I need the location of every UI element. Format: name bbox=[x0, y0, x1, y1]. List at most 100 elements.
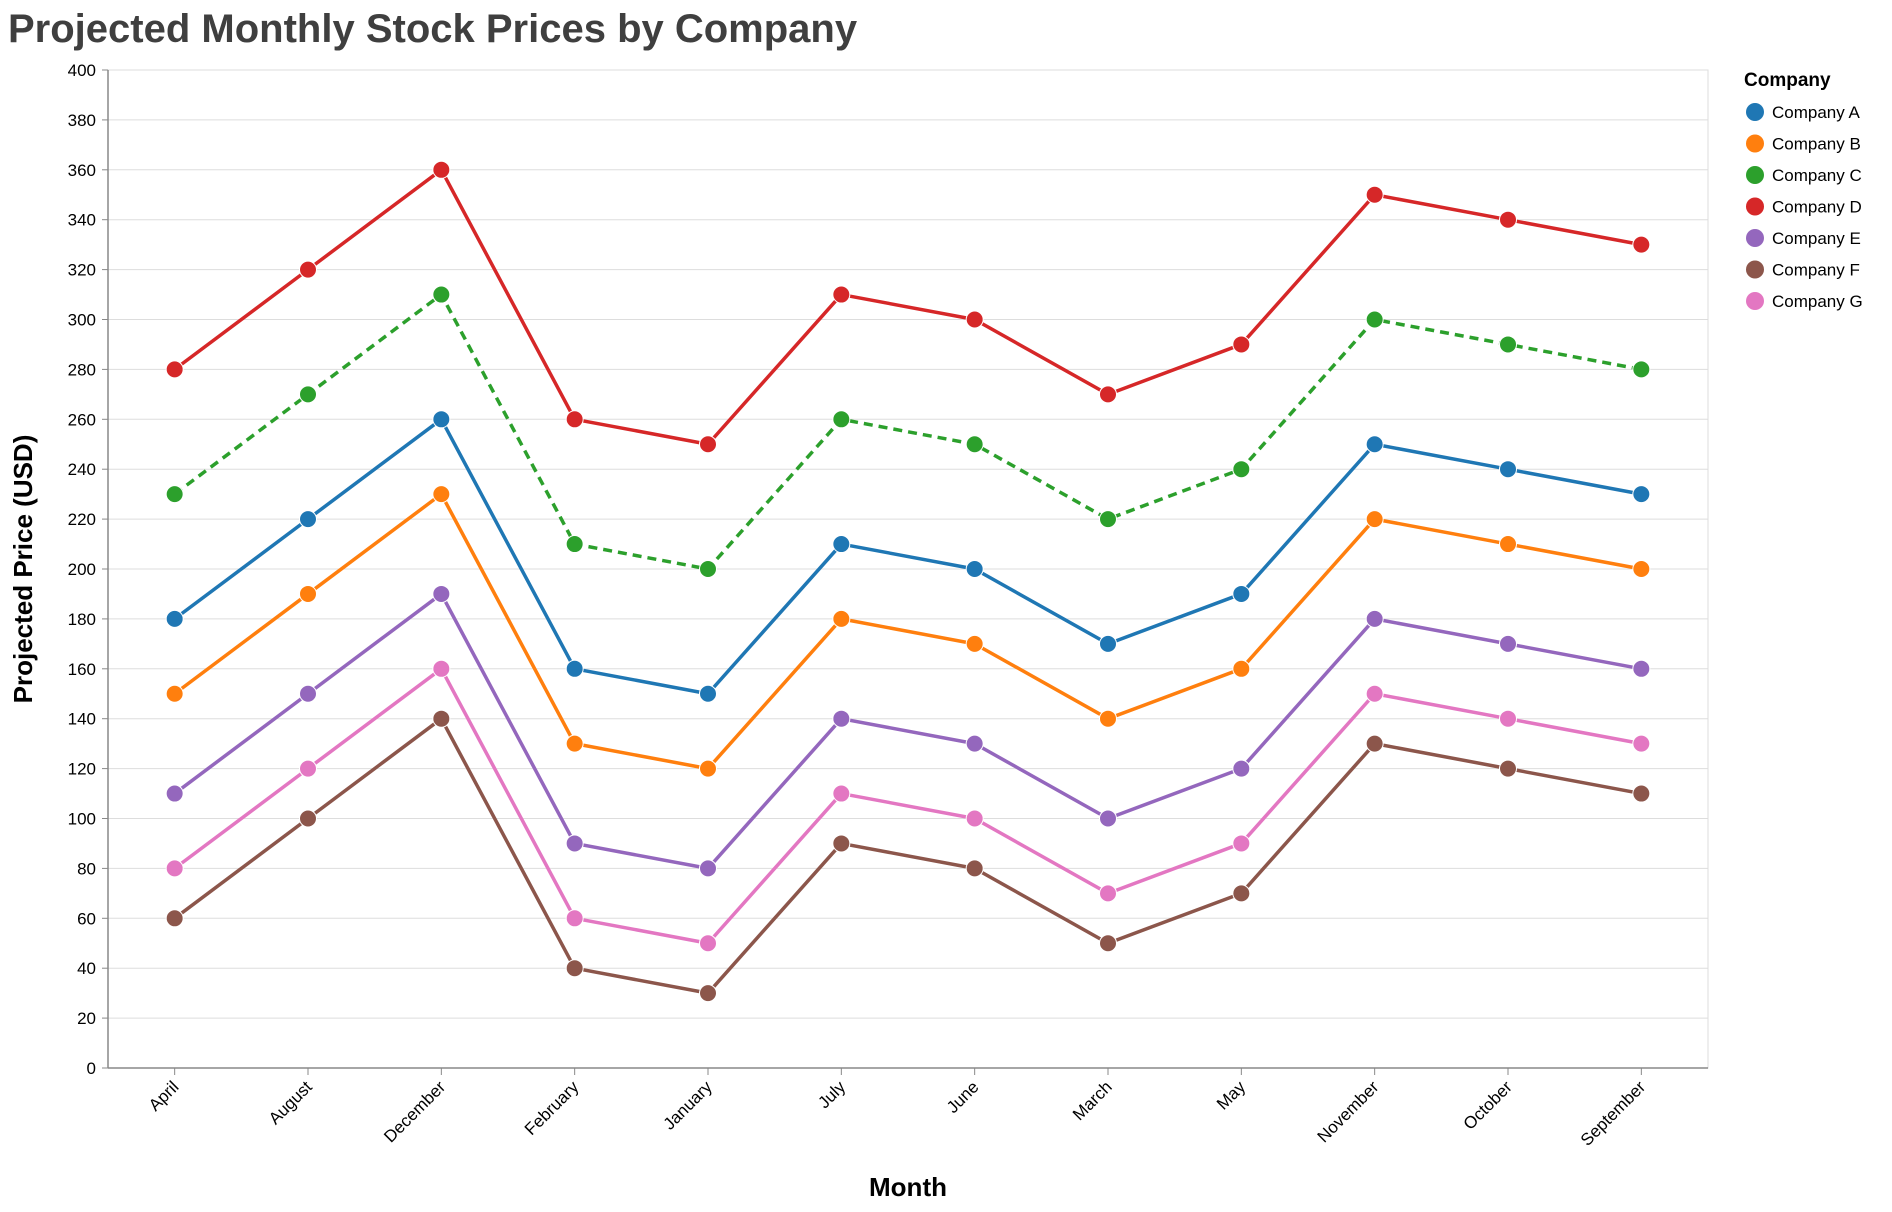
legend-label-company-f: Company F bbox=[1772, 261, 1860, 280]
data-point-company-b bbox=[832, 609, 851, 628]
y-tick-label: 20 bbox=[77, 1009, 96, 1028]
legend-label-company-c: Company C bbox=[1772, 166, 1862, 185]
data-point-company-g bbox=[699, 934, 717, 953]
data-point-company-a bbox=[832, 535, 851, 554]
legend-swatch-company-d bbox=[1746, 197, 1764, 216]
data-point-company-g bbox=[965, 809, 984, 828]
data-point-company-g bbox=[165, 859, 184, 878]
legend-swatch-company-a bbox=[1746, 103, 1764, 121]
data-point-company-d bbox=[165, 360, 184, 379]
data-point-company-b bbox=[432, 485, 451, 504]
x-tick-label: March bbox=[1069, 1077, 1116, 1124]
data-point-company-d bbox=[565, 410, 584, 429]
y-tick-label: 340 bbox=[68, 211, 96, 230]
data-point-company-e bbox=[1232, 759, 1251, 778]
y-tick-label: 300 bbox=[68, 311, 96, 330]
data-point-company-b bbox=[965, 634, 984, 653]
y-axis-title: Projected Price (USD) bbox=[8, 435, 38, 704]
data-point-company-c bbox=[1632, 360, 1651, 379]
data-point-company-a bbox=[432, 410, 451, 429]
y-tick-label: 80 bbox=[77, 859, 96, 878]
x-tick-label: September bbox=[1577, 1077, 1649, 1149]
y-tick-label: 200 bbox=[68, 560, 96, 579]
data-point-company-f bbox=[432, 709, 451, 728]
legend-swatch-company-c bbox=[1746, 166, 1764, 184]
x-tick-label: August bbox=[265, 1077, 316, 1128]
data-point-company-e bbox=[699, 859, 717, 878]
legend-title: Company bbox=[1744, 70, 1831, 91]
y-tick-label: 380 bbox=[68, 111, 96, 130]
data-point-company-g bbox=[565, 909, 584, 928]
data-point-company-f bbox=[1365, 734, 1384, 753]
y-tick-label: 220 bbox=[68, 510, 96, 529]
x-tick-label: February bbox=[521, 1077, 583, 1139]
y-tick-label: 400 bbox=[68, 61, 96, 80]
data-point-company-a bbox=[699, 684, 717, 703]
data-point-company-b bbox=[165, 684, 184, 703]
data-points bbox=[165, 160, 1651, 1003]
x-tick-label: October bbox=[1460, 1077, 1516, 1133]
data-point-company-c bbox=[1365, 310, 1384, 329]
data-point-company-d bbox=[1632, 235, 1651, 254]
y-tick-label: 40 bbox=[77, 959, 96, 978]
series-line-company-c bbox=[173, 292, 1642, 571]
data-point-company-e bbox=[1099, 809, 1117, 828]
data-point-company-d bbox=[1232, 335, 1251, 354]
series-line-company-f bbox=[173, 716, 1642, 995]
data-point-company-e bbox=[965, 734, 984, 753]
data-point-company-c bbox=[965, 435, 984, 454]
y-tick-label: 280 bbox=[68, 360, 96, 379]
data-point-company-g bbox=[432, 659, 451, 678]
legend-label-company-b: Company B bbox=[1772, 135, 1861, 154]
data-point-company-g bbox=[1632, 734, 1651, 753]
data-point-company-b bbox=[1632, 560, 1651, 578]
x-tick-label: May bbox=[1213, 1077, 1249, 1113]
data-point-company-f bbox=[965, 859, 984, 878]
data-point-company-c bbox=[299, 385, 317, 404]
data-point-company-f bbox=[1232, 884, 1251, 903]
data-point-company-e bbox=[299, 684, 317, 703]
data-point-company-g bbox=[299, 759, 317, 778]
data-point-company-f bbox=[565, 959, 584, 978]
data-point-company-c bbox=[699, 560, 717, 578]
data-point-company-g bbox=[1365, 684, 1384, 703]
data-point-company-d bbox=[1365, 185, 1384, 204]
data-point-company-d bbox=[699, 435, 717, 454]
data-point-company-e bbox=[432, 584, 451, 603]
data-point-company-b bbox=[1499, 535, 1517, 554]
data-point-company-g bbox=[832, 784, 851, 803]
y-tick-label: 60 bbox=[77, 909, 96, 928]
data-point-company-e bbox=[565, 834, 584, 853]
data-point-company-c bbox=[1232, 460, 1251, 479]
data-point-company-a bbox=[965, 560, 984, 578]
y-tick-label: 140 bbox=[68, 710, 96, 729]
x-tick-label: July bbox=[814, 1077, 849, 1112]
y-tick-label: 160 bbox=[68, 660, 96, 679]
data-point-company-e bbox=[1365, 609, 1384, 628]
series-line-company-a bbox=[173, 417, 1642, 696]
y-tick-label: 120 bbox=[68, 760, 96, 779]
data-point-company-b bbox=[1365, 510, 1384, 529]
y-tick-label: 240 bbox=[68, 460, 96, 479]
data-point-company-a bbox=[165, 609, 184, 628]
x-tick-label: June bbox=[943, 1077, 983, 1117]
series-lines bbox=[173, 168, 1642, 995]
data-point-company-f bbox=[832, 834, 851, 853]
axes: 0 20 40 60 80 100 120 140 160 180 200 220 240 260 280 3… bbox=[68, 61, 1708, 1150]
legend-label-company-d: Company D bbox=[1772, 198, 1862, 217]
x-axis-title: Month bbox=[869, 1172, 947, 1202]
chart-title: Projected Monthly Stock Prices by Compan… bbox=[8, 7, 858, 51]
data-point-company-d bbox=[299, 260, 317, 279]
data-point-company-d bbox=[432, 160, 451, 179]
data-point-company-c bbox=[1099, 510, 1117, 529]
gridlines bbox=[108, 69, 1708, 1069]
data-point-company-f bbox=[1632, 784, 1651, 803]
series-line-company-d bbox=[173, 168, 1642, 446]
data-point-company-g bbox=[1499, 709, 1517, 728]
legend-label-company-e: Company E bbox=[1772, 229, 1861, 248]
legend-swatch-company-g bbox=[1746, 292, 1764, 310]
y-tick-label: 320 bbox=[68, 261, 96, 280]
data-point-company-c bbox=[832, 410, 851, 429]
legend-label-company-a: Company A bbox=[1772, 103, 1861, 122]
